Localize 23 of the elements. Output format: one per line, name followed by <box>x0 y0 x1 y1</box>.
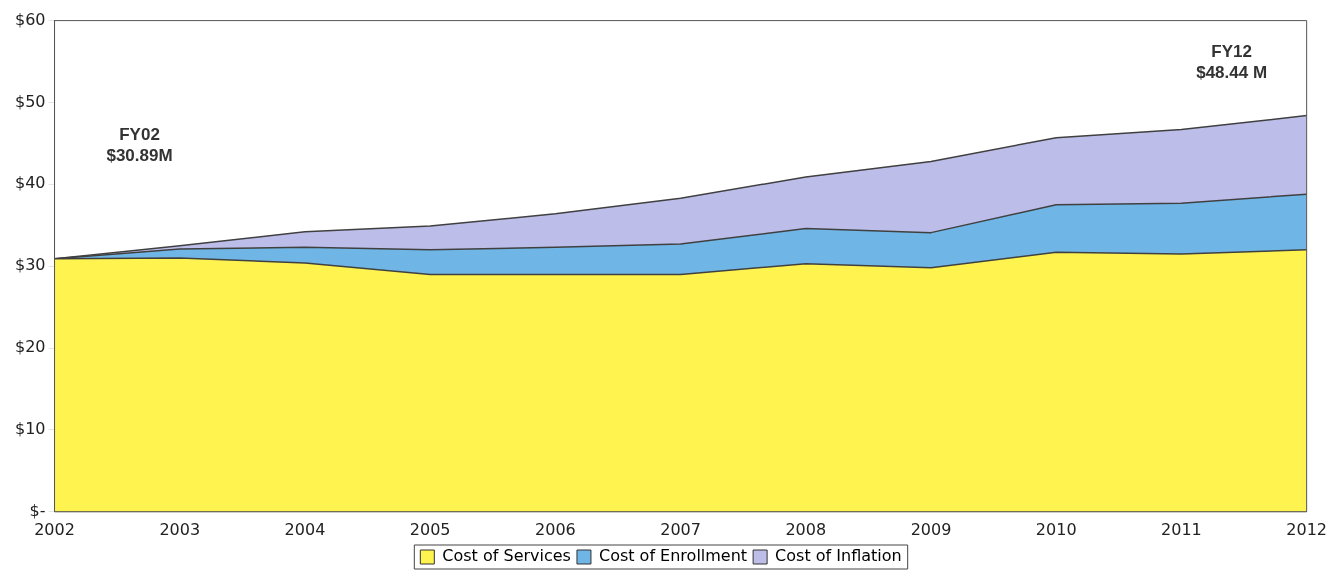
y-tick-label: $60 <box>14 9 46 29</box>
x-tick-label: 2003 <box>159 519 201 539</box>
legend-label: Cost of Enrollment <box>598 546 748 566</box>
y-tick-label: $- <box>29 500 46 520</box>
y-tick-label: $50 <box>14 91 46 111</box>
x-tick-label: 2009 <box>910 519 952 539</box>
x-tick-label: 2011 <box>1161 519 1202 539</box>
y-tick-label: $30 <box>14 255 46 275</box>
y-tick-label: $20 <box>14 337 46 357</box>
x-tick-label: 2005 <box>409 519 451 539</box>
x-tick-label: 2008 <box>785 519 827 539</box>
x-tick-label: 2012 <box>1286 519 1327 539</box>
annotation: FY12 $48.44 M <box>1196 41 1268 82</box>
y-tick-label: $10 <box>14 419 46 439</box>
x-tick-label: 2007 <box>660 519 701 539</box>
x-tick-label: 2006 <box>535 519 576 539</box>
legend-label: Cost of Inflation <box>775 546 902 566</box>
x-tick-label: 2010 <box>1035 519 1077 539</box>
legend-label: Cost of Services <box>442 546 571 566</box>
x-tick-label: 2004 <box>284 519 326 539</box>
annotation: FY02 $30.89M <box>106 124 173 165</box>
x-tick-label: 2002 <box>34 519 75 539</box>
y-tick-label: $40 <box>14 173 46 193</box>
